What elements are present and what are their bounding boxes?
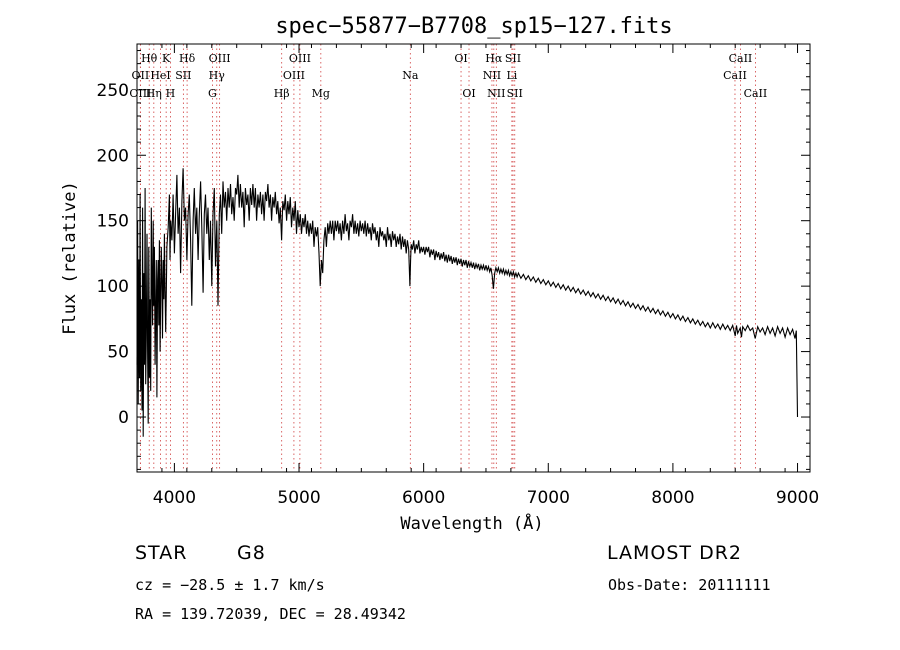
x-tick-label-4: 8000 [651, 488, 694, 508]
line-label-17: OI [454, 52, 467, 65]
line-label-11: G [208, 87, 217, 100]
y-tick-label-4: 200 [97, 146, 129, 166]
sky-coordinates: RA = 139.72039, DEC = 28.49342 [135, 605, 406, 623]
line-label-7: H [166, 87, 176, 100]
y-tick-label-0: 0 [118, 408, 129, 428]
line-label-24: SII [507, 87, 523, 100]
y-tick-label-1: 50 [107, 343, 129, 363]
line-label-5: K [162, 52, 171, 65]
y-axis-label: Flux (relative) [60, 181, 80, 335]
line-label-19: Hα [485, 52, 503, 65]
x-axis-label: Wavelength (Å) [400, 512, 543, 534]
line-label-20: NII [483, 69, 501, 82]
line-label-1: OII [132, 69, 150, 82]
x-axis-ticks: 4000 5000 6000 7000 8000 9000 [136, 44, 819, 508]
y-tick-label-2: 100 [97, 277, 129, 297]
line-label-3: Hη [146, 87, 162, 100]
line-label-14: OIII [289, 52, 311, 65]
x-tick-label-2: 6000 [402, 488, 445, 508]
line-label-26: CaII [723, 69, 747, 82]
line-label-25: CaII [729, 52, 753, 65]
line-label-4: HeI [150, 69, 170, 82]
object-class: STAR [135, 542, 188, 564]
y-tick-label-5: 250 [97, 81, 129, 101]
line-label-10: Hγ [209, 69, 226, 82]
x-tick-label-5: 9000 [776, 488, 819, 508]
y-tick-label-3: 150 [97, 212, 129, 232]
chart-title: spec−55877−B7708_sp15−127.fits [275, 14, 672, 39]
line-label-15: Mg [312, 87, 330, 100]
plot-frame [136, 43, 811, 473]
line-label-21: NII [487, 87, 505, 100]
observation-date: Obs-Date: 20111111 [608, 576, 771, 594]
x-tick-label-1: 5000 [277, 488, 320, 508]
x-tick-label-3: 7000 [527, 488, 570, 508]
object-subclass: G8 [237, 542, 266, 564]
line-label-8: Hδ [179, 52, 196, 65]
line-label-0: Hθ [141, 52, 158, 65]
line-label-9: OIII [209, 52, 231, 65]
line-label-27: CaII [744, 87, 768, 100]
line-label-12: Hβ [274, 87, 290, 100]
line-label-18: OI [462, 87, 475, 100]
spectral-line-markers [139, 44, 756, 472]
line-label-13: OIII [283, 69, 305, 82]
line-label-22: SII [505, 52, 521, 65]
spectrum-line [136, 168, 799, 437]
line-label-23: Li [506, 69, 517, 82]
survey-name: LAMOST DR2 [607, 542, 742, 564]
y-axis-ticks: 0 50 100 150 200 250 [97, 50, 810, 470]
redshift-velocity: cz = −28.5 ± 1.7 km/s [135, 576, 325, 594]
line-label-6: SII [175, 69, 191, 82]
x-tick-label-0: 4000 [153, 488, 196, 508]
line-label-16: Na [402, 69, 419, 82]
